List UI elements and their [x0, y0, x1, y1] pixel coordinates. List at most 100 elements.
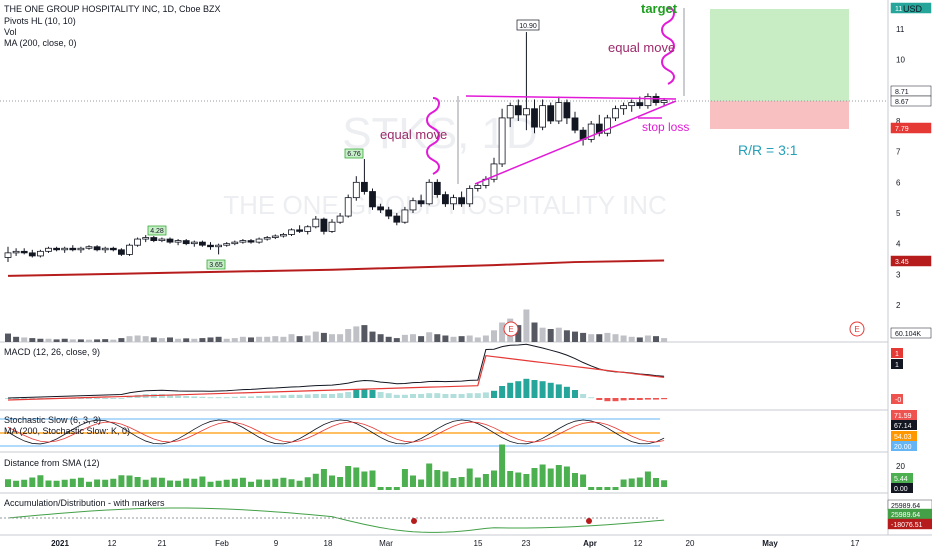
earnings-marker-2[interactable]: E [849, 321, 865, 337]
macd-histogram-bar [223, 397, 230, 399]
price-tick-label: 11 [896, 25, 905, 34]
time-tick-label: 18 [324, 539, 333, 548]
distance-bar [482, 474, 489, 487]
volume-bar [167, 337, 173, 342]
macd-signal-line [7, 355, 665, 401]
stoch-badge-label: 54.03 [894, 434, 912, 441]
distance-bar [450, 478, 457, 487]
price-badge [890, 95, 932, 107]
volume-bar [264, 336, 271, 342]
stoch-ma-title[interactable]: MA (200, Stochastic Slow: K, 0) [4, 426, 130, 436]
macd-histogram-bar [126, 396, 133, 398]
volume-bar [491, 330, 497, 342]
triangle-bottom-line[interactable] [474, 100, 677, 185]
volume-bar [393, 338, 400, 342]
candle-body [401, 209, 409, 223]
volume-bar [272, 336, 279, 342]
volume-bar [588, 334, 595, 342]
candle-body [433, 181, 441, 195]
macd-histogram-bar [215, 397, 222, 399]
volume-bar [280, 336, 287, 342]
volume-bar [13, 336, 20, 342]
distance-bar [126, 475, 133, 487]
macd-histogram-bar [353, 390, 360, 398]
distance-bar [239, 477, 246, 487]
volume-bar [434, 334, 441, 342]
distance-bar [183, 478, 190, 487]
candle-body [328, 221, 336, 232]
volume-bar [329, 334, 335, 342]
macd-histogram-bar [239, 396, 246, 398]
ad-title[interactable]: Accumulation/Distribution - with markers [4, 498, 165, 508]
stoch-d-line [7, 421, 665, 443]
indicator-pivots[interactable]: Pivots HL (10, 10) [4, 16, 76, 26]
distance-bar [312, 473, 319, 487]
candle-body [45, 247, 52, 252]
macd-histogram-bar [288, 394, 295, 398]
candle-body [77, 247, 85, 251]
candle-body [271, 235, 279, 238]
volume-bar [231, 338, 238, 342]
volume-bar [5, 333, 11, 342]
distance-bar [361, 471, 368, 487]
distance-bar [29, 477, 36, 487]
candle-body [101, 247, 109, 251]
macd-histogram-bar [248, 396, 254, 398]
svg-text:10.90: 10.90 [519, 23, 537, 30]
price-badge-label: 60.104K [895, 331, 921, 338]
candle-body [118, 249, 125, 255]
earnings-marker-1[interactable]: E [503, 321, 519, 337]
distance-bar [280, 477, 287, 487]
volume-bar [21, 337, 28, 342]
indicator-vol[interactable]: Vol [4, 27, 17, 37]
macd-histogram-bar [385, 393, 392, 398]
volume-bar [644, 335, 651, 342]
volume-bar [288, 334, 295, 342]
candle-body [425, 181, 433, 205]
candle-body [239, 240, 247, 243]
volume-bar [191, 338, 198, 342]
symbol-title[interactable]: THE ONE GROUP HOSPITALITY INC, 1D, Cboe … [4, 4, 221, 14]
candle-body [336, 215, 344, 223]
volume-bar [353, 326, 360, 342]
triangle-top-line[interactable] [465, 95, 677, 100]
candle-body [352, 181, 360, 199]
volume-bar [515, 325, 522, 342]
volume-bar [482, 335, 489, 342]
macd-title[interactable]: MACD (12, 26, close, 9) [4, 347, 100, 357]
stoch-k-line [7, 419, 665, 445]
distance-bar [426, 463, 433, 487]
ad-badge-label: 25989.64 [891, 512, 920, 519]
candle-body [304, 226, 312, 232]
macd-histogram-bar [418, 394, 425, 398]
candle-body [215, 244, 223, 248]
candle-body [563, 102, 571, 119]
indicator-ma[interactable]: MA (200, close, 0) [4, 38, 77, 48]
candle-body [296, 229, 304, 232]
volume-bar [620, 335, 627, 342]
time-tick-label: 17 [851, 539, 860, 548]
distance-bar [329, 475, 335, 487]
distance-tick-label: 20 [896, 462, 905, 471]
volume-bar [312, 331, 319, 342]
macd-histogram-bar [158, 394, 165, 398]
volume-bar [223, 338, 230, 342]
stoch-title[interactable]: Stochastic Slow (6, 3, 3) [4, 415, 101, 425]
svg-text:4.28: 4.28 [150, 228, 164, 235]
distance-bar [86, 481, 92, 487]
candle-body [61, 247, 69, 251]
macd-histogram-bar [434, 393, 441, 398]
candle-body [182, 240, 190, 245]
macd-histogram-bar [183, 396, 190, 398]
distance-bar [580, 474, 587, 487]
macd-histogram-bar [21, 398, 28, 399]
macd-histogram-bar [458, 394, 465, 398]
candle-body [247, 240, 255, 243]
candle-body [142, 237, 150, 240]
distance-title[interactable]: Distance from SMA (12) [4, 458, 100, 468]
candle-body [417, 200, 425, 205]
macd-histogram-bar [507, 382, 514, 398]
candle-body [652, 96, 660, 103]
volume-bar [199, 338, 206, 342]
